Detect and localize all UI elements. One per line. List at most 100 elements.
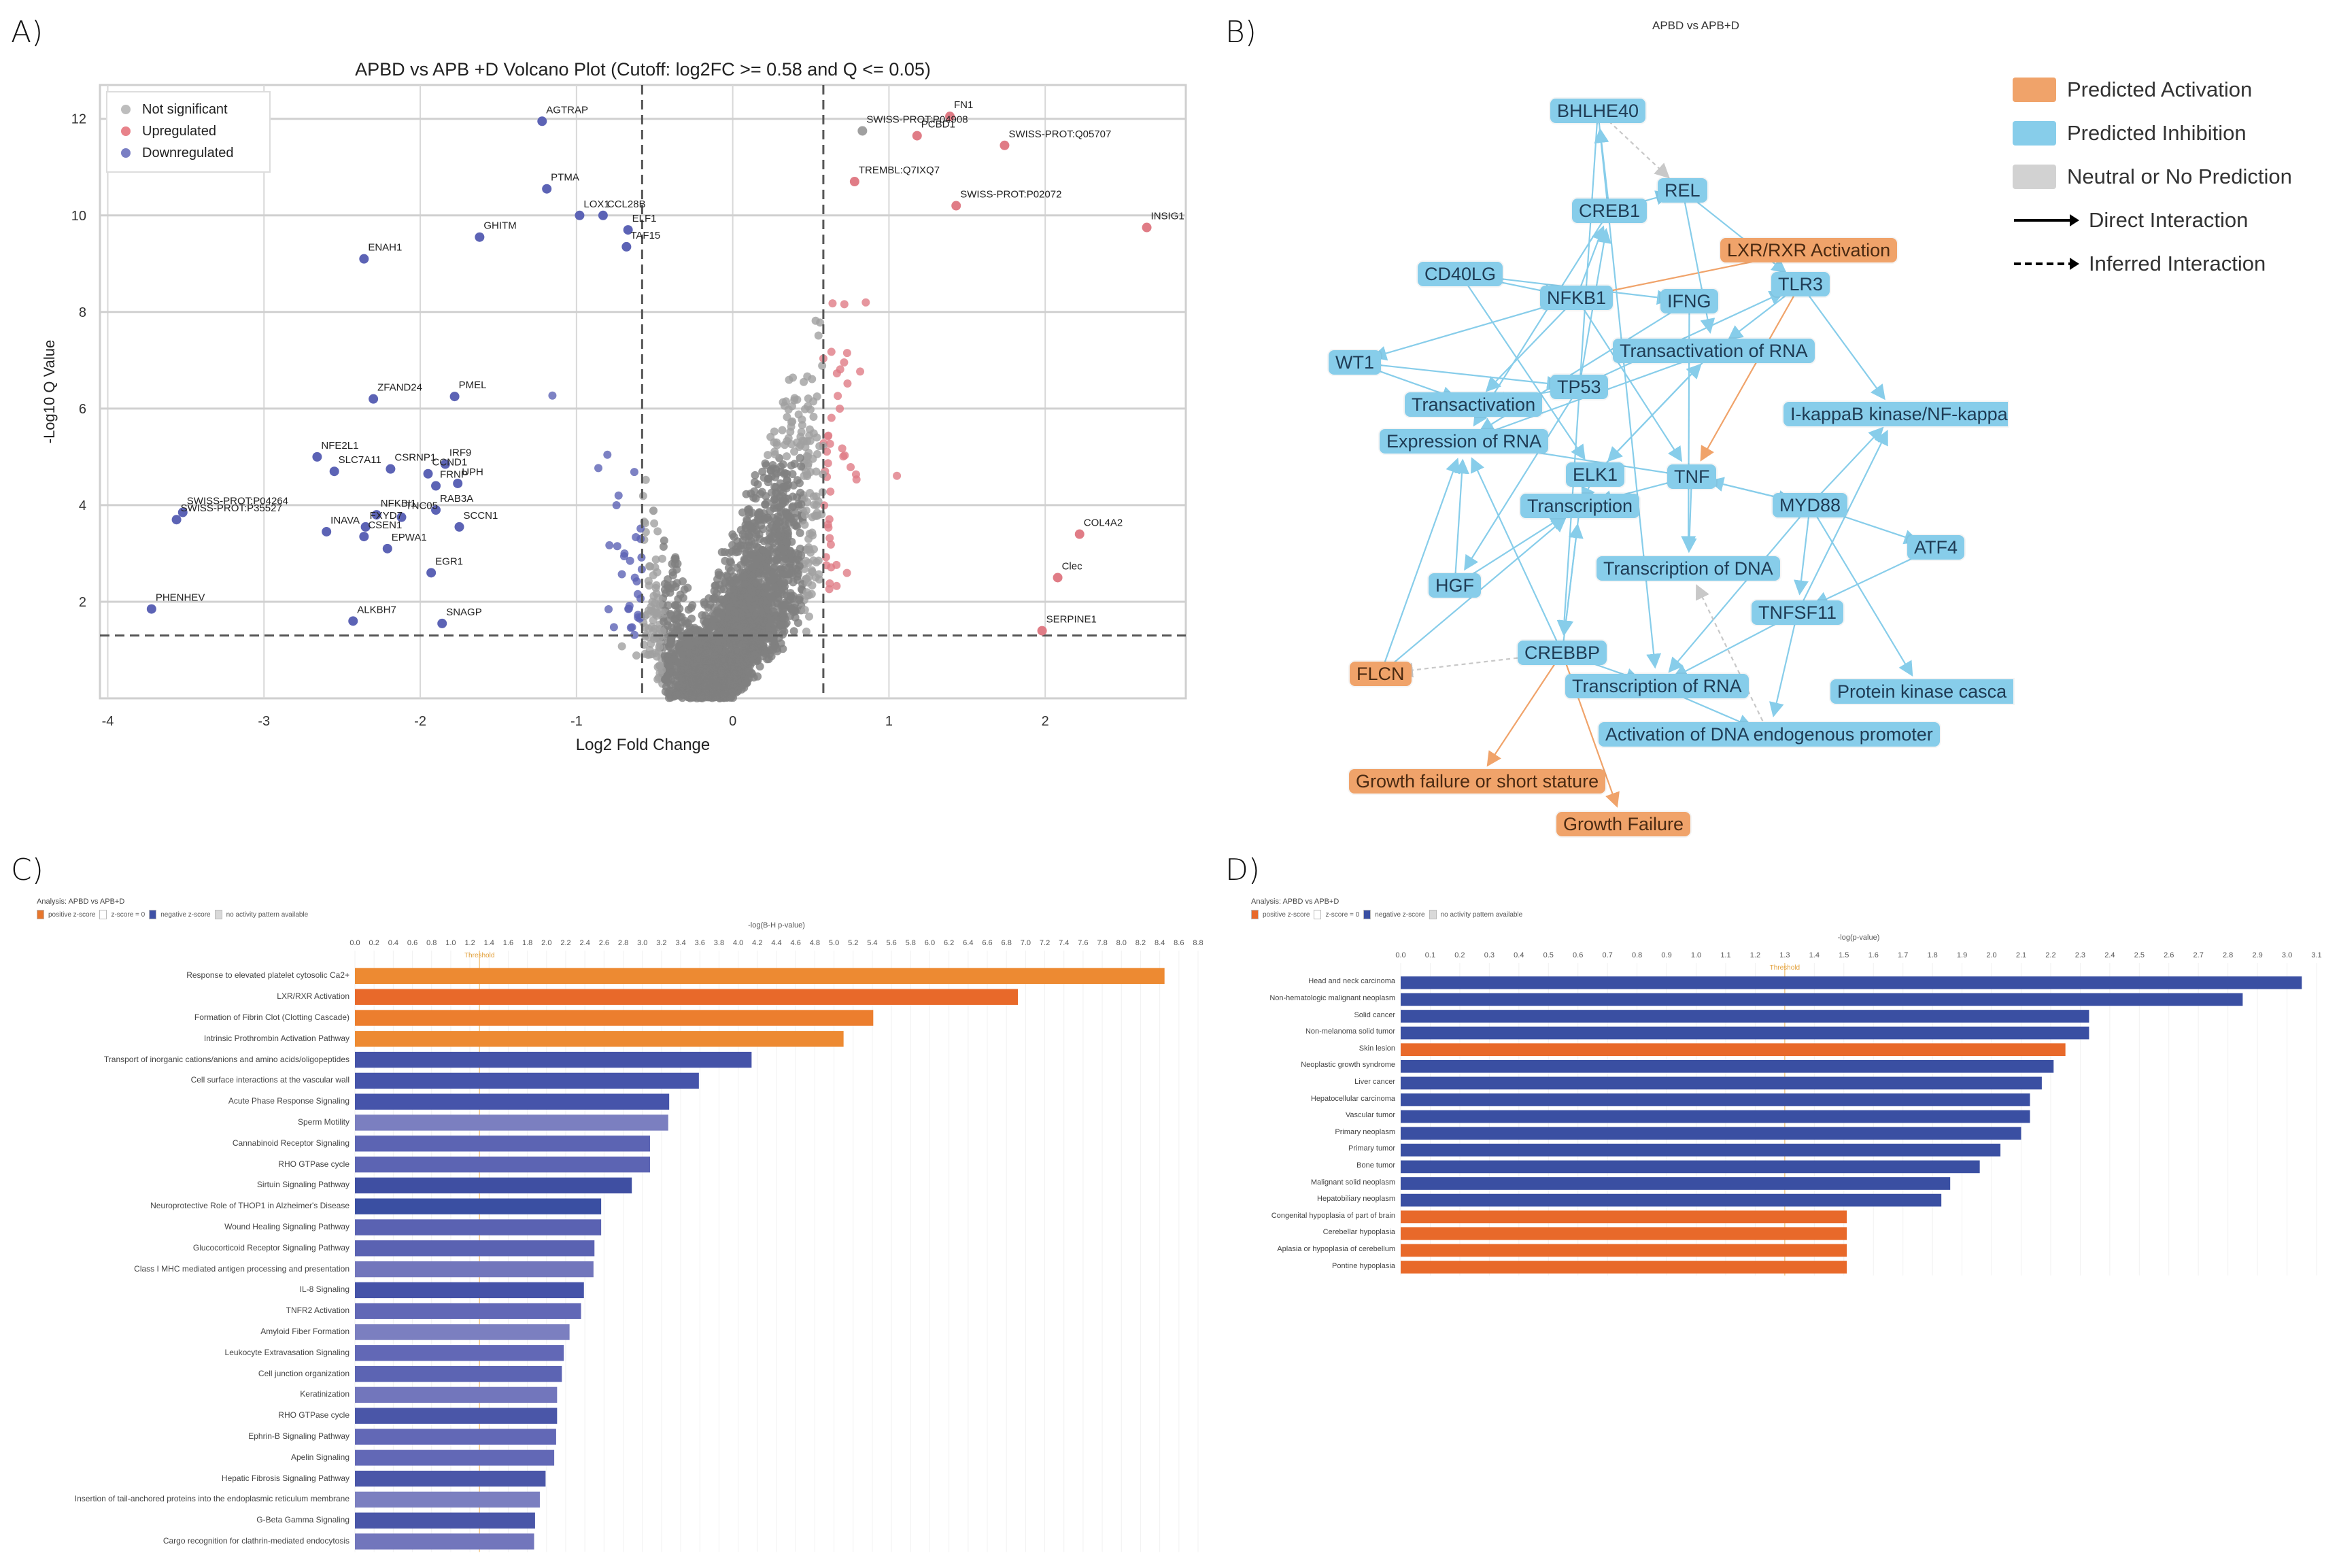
data-point-ns: [632, 651, 641, 660]
network-node-tlr3[interactable]: TLR3: [1771, 272, 1830, 296]
point-label: EGR1: [435, 556, 463, 567]
data-point-ns: [804, 534, 813, 543]
labeled-point: [542, 184, 552, 194]
data-point-ns: [787, 422, 796, 431]
bar: [355, 1156, 650, 1173]
network-node-elk1[interactable]: ELK1: [1566, 462, 1625, 487]
data-point-down: [613, 542, 621, 551]
network-node-flcn[interactable]: FLCN: [1350, 662, 1412, 686]
data-point-ns: [676, 645, 685, 654]
network-node-wt1[interactable]: WT1: [1329, 350, 1381, 375]
x-tick-label: 8.8: [1193, 939, 1203, 947]
x-tick-label: 1.0: [445, 939, 456, 947]
data-point-ns: [802, 588, 811, 597]
network-node-growthshort[interactable]: Growth failure or short stature: [1349, 769, 1606, 794]
network-node-ikk[interactable]: I-kappaB kinase/NF-kappa: [1783, 402, 2008, 426]
bar: [355, 1408, 558, 1424]
network-node-tnf[interactable]: TNF: [1667, 464, 1717, 489]
network-node-lxr[interactable]: LXR/RXR Activation: [1720, 238, 1898, 262]
network-node-pkc[interactable]: Protein kinase casca: [1830, 679, 2014, 704]
network-node-creb1[interactable]: CREB1: [1572, 199, 1647, 223]
data-point-ns: [785, 595, 794, 604]
x-tick-label: 1.4: [1809, 951, 1820, 959]
labeled-point: [359, 254, 369, 264]
network-node-crebbp[interactable]: CREBBP: [1518, 641, 1607, 665]
network-node-transactivation[interactable]: Transactivation: [1405, 392, 1543, 417]
network-node-ifng[interactable]: IFNG: [1660, 289, 1718, 313]
data-point-ns: [650, 609, 659, 618]
data-point-ns: [770, 450, 779, 459]
network-node-transrna[interactable]: Transactivation of RNA: [1613, 339, 1815, 363]
x-tick-label: 2.1: [2016, 951, 2026, 959]
data-point-ns: [724, 686, 733, 695]
data-point-ns: [659, 542, 668, 551]
bar: [355, 1533, 534, 1550]
network-node-transcdna[interactable]: Transcription of DNA: [1597, 556, 1780, 581]
network-node-tp53[interactable]: TP53: [1550, 375, 1608, 399]
point-label: LOX1: [583, 199, 609, 210]
x-tick-label: 3.8: [714, 939, 724, 947]
bar: [1401, 1160, 1980, 1174]
network-node-tnfsf11[interactable]: TNFSF11: [1752, 600, 1844, 625]
x-tick-label: 3.0: [2282, 951, 2292, 959]
bar-category-label: Aplasia or hypoplasia of cerebellum: [1277, 1244, 1395, 1253]
data-point-ns: [762, 599, 770, 608]
data-point-ns: [687, 604, 696, 613]
data-point-ns: [751, 494, 760, 503]
bar: [1401, 1210, 1847, 1224]
data-point-up: [828, 299, 837, 308]
x-tick-label: 2.8: [618, 939, 628, 947]
network-node-cd40lg[interactable]: CD40LG: [1418, 262, 1503, 286]
network-node-transcrna[interactable]: Transcription of RNA: [1565, 674, 1749, 698]
data-point-down: [604, 605, 613, 614]
volcano-legend: Not significant Upregulated Downregulated: [106, 91, 271, 173]
network-node-actdna[interactable]: Activation of DNA endogenous promoter: [1599, 722, 1940, 747]
bar-category-label: IL-8 Signaling: [299, 1284, 349, 1295]
data-point-ns: [730, 532, 738, 541]
data-point-ns: [649, 506, 658, 515]
bar: [355, 1219, 602, 1235]
network-node-bhlhe40[interactable]: BHLHE40: [1550, 99, 1646, 123]
network-edge: [1668, 505, 1811, 673]
point-label: ENAH1: [368, 242, 402, 254]
x-tick-label: 6.0: [925, 939, 935, 947]
bar-category-label: Liver cancer: [1354, 1077, 1395, 1086]
network-edge: [1769, 612, 1798, 718]
network-node-atf4[interactable]: ATF4: [1907, 535, 1965, 560]
network-node-transcription[interactable]: Transcription: [1520, 494, 1640, 518]
data-point-ns: [787, 440, 796, 449]
network-node-nfkb1[interactable]: NFKB1: [1540, 286, 1614, 310]
data-point-ns: [744, 594, 753, 602]
legend-marker: [121, 105, 131, 114]
bar-category-label: Transport of inorganic cations/anions an…: [103, 1054, 349, 1064]
data-point-ns: [731, 647, 740, 656]
data-point-ns: [671, 680, 680, 689]
network-node-exprrna[interactable]: Expression of RNA: [1380, 429, 1549, 454]
solid-arrow-icon: [2013, 212, 2081, 228]
bar-legend: positive z-score z-score = 0 negative z-sc…: [37, 910, 308, 919]
network-node-hgf[interactable]: HGF: [1429, 573, 1481, 598]
bar-category-label: Skin lesion: [1359, 1044, 1395, 1053]
labeled-point: [1142, 222, 1152, 233]
data-point-up: [861, 298, 870, 307]
bar: [355, 1261, 594, 1278]
bar-category-label: Bone tumor: [1356, 1161, 1395, 1170]
data-point-ns: [677, 674, 686, 683]
bar-category-label: Amyloid Fiber Formation: [260, 1327, 349, 1336]
data-point-ns: [720, 655, 729, 664]
point-label: CSEN1: [368, 519, 402, 531]
network-node-rel[interactable]: REL: [1658, 178, 1707, 203]
network-node-myd88[interactable]: MYD88: [1773, 493, 1848, 517]
bar: [355, 1303, 581, 1319]
data-point-ns: [690, 624, 699, 632]
data-point-ns: [779, 620, 787, 629]
bar-category-label: Solid cancer: [1354, 1010, 1395, 1019]
x-tick-label: 2.8: [2223, 951, 2233, 959]
x-tick-label: 5.0: [829, 939, 839, 947]
legend-swatch: [2013, 78, 2056, 102]
data-point-ns: [753, 514, 762, 523]
x-tick-label: 2.7: [2193, 951, 2204, 959]
network-node-growthfail[interactable]: Growth Failure: [1556, 812, 1691, 836]
bar: [355, 1429, 556, 1445]
network-edge: [1556, 110, 1599, 636]
